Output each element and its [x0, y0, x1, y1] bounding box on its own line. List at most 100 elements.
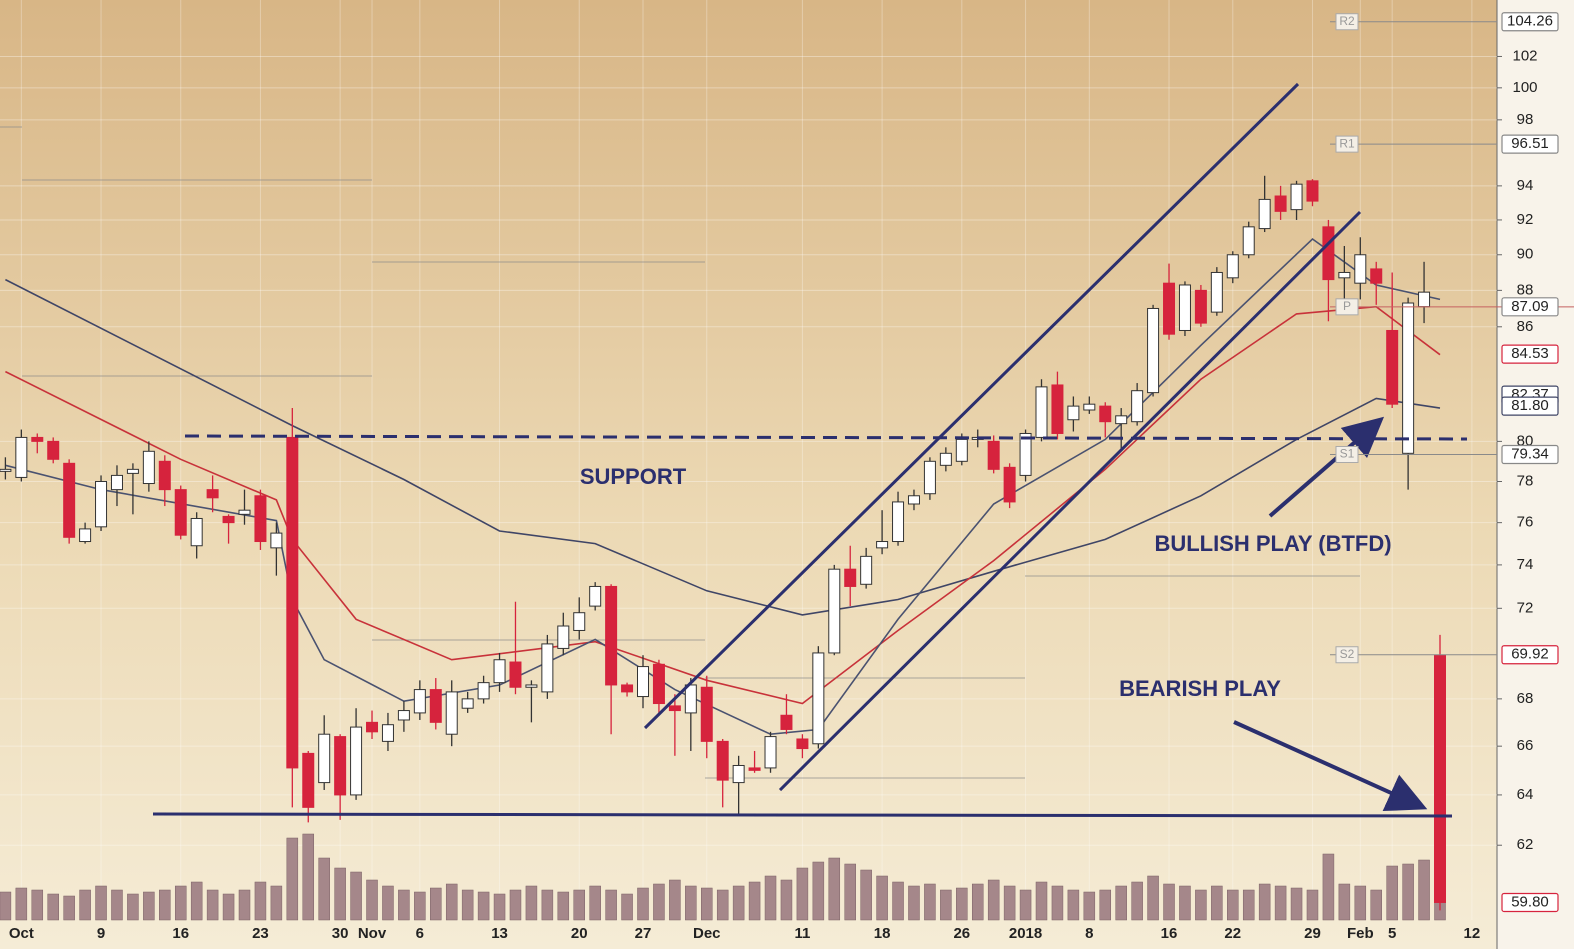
y-tick-label: 98 [1517, 111, 1534, 128]
candle-body [158, 460, 171, 491]
candle-body [190, 517, 203, 547]
plot-background [0, 0, 1497, 949]
volume-bar [605, 889, 617, 921]
candle-body [923, 460, 936, 495]
y-tick-label: 86 [1517, 318, 1534, 335]
bullish-arrow [1268, 416, 1385, 518]
volume-bar [1147, 875, 1159, 921]
volume-bar [1290, 887, 1303, 921]
x-tick-label: 26 [953, 925, 970, 942]
volume-bar [637, 887, 649, 921]
pivot-label: P [1343, 299, 1351, 313]
volume-bar [1322, 853, 1335, 921]
candle-body [892, 501, 905, 543]
x-tick-label: 27 [635, 925, 652, 942]
candle-body [0, 468, 12, 472]
volume-bar [477, 891, 490, 921]
pivot-box [1335, 298, 1359, 316]
volume-bar [621, 893, 633, 921]
volume-bar [1051, 885, 1064, 921]
price-label: 84.53 [1511, 345, 1549, 362]
candle-body [318, 733, 331, 784]
volume-bar [1163, 883, 1175, 921]
volume-bar [1179, 885, 1191, 921]
volume-bar [270, 885, 283, 921]
price-box [1501, 645, 1559, 665]
volume-bar [1099, 889, 1112, 921]
volume-bar [1211, 885, 1223, 921]
price-label: 79.34 [1511, 445, 1549, 462]
volume-bar [143, 891, 155, 921]
volume-bar [924, 883, 936, 921]
grid [0, 0, 1497, 920]
price-label: 104.26 [1507, 13, 1553, 30]
x-tick-label: 5 [1388, 925, 1396, 942]
candle-body [302, 752, 315, 808]
volume-bar [796, 867, 809, 921]
volume-bar [940, 889, 952, 921]
volume-bar [398, 889, 410, 921]
volume-bar [286, 837, 299, 921]
volume-bar [987, 879, 1000, 921]
price-box [1501, 396, 1559, 416]
volume-bar [15, 887, 28, 921]
candle-body [1115, 415, 1128, 425]
volume-bar [1242, 889, 1255, 921]
volume-bar [190, 881, 203, 921]
volume-bar [876, 875, 888, 921]
volume-bar [860, 869, 872, 921]
bearish-arrow [1233, 720, 1428, 812]
candle-body [700, 686, 713, 742]
channel-upper [643, 82, 1300, 730]
x-tick-label: 16 [1161, 925, 1178, 942]
volume-bar [31, 889, 44, 921]
price-box [1501, 12, 1559, 32]
candle-body [1322, 226, 1335, 281]
volume-bar [1227, 889, 1239, 921]
candle-body [1242, 226, 1255, 256]
y-tick-label: 94 [1517, 177, 1534, 194]
candle-body [413, 689, 426, 714]
candle-body [525, 684, 538, 688]
x-tick-label: Feb [1347, 925, 1374, 942]
volume-bar [685, 885, 697, 921]
y-tick-label: 90 [1517, 246, 1534, 263]
annotation: BEARISH PLAY [1119, 676, 1281, 701]
volume-bar [1115, 885, 1127, 921]
candle-body [79, 528, 92, 543]
volume-bar [828, 857, 841, 921]
drawings [152, 82, 1468, 818]
volume-bar [111, 889, 123, 921]
candle-body [860, 555, 873, 585]
candle-body [955, 438, 968, 462]
pivot-label: S2 [1340, 647, 1355, 661]
price-label: 69.92 [1511, 646, 1549, 663]
candle-body [1274, 195, 1287, 212]
candle-body [589, 585, 602, 607]
price-label: 87.09 [1511, 298, 1549, 315]
candle-body [1354, 254, 1367, 284]
candle-body [876, 541, 889, 549]
candle-body [254, 495, 267, 543]
y-tick-label: 92 [1517, 211, 1534, 228]
y-tick-label: 62 [1517, 836, 1534, 853]
candle-body [126, 468, 139, 474]
volume-bar [47, 893, 59, 921]
volume-bar [127, 893, 139, 921]
volume-bar [350, 871, 362, 921]
candle-body [1035, 386, 1048, 438]
price-box [1501, 134, 1559, 154]
volume-bar [445, 883, 458, 921]
candle-body [1163, 282, 1176, 335]
channel-lower [778, 210, 1362, 792]
old-pivot-levels [0, 126, 1360, 779]
candle-body [1434, 654, 1446, 903]
volume-bar [716, 889, 729, 921]
candle-body [206, 489, 219, 499]
candle-body [238, 509, 251, 515]
volume-bar [653, 883, 665, 921]
candle-body [1051, 384, 1064, 434]
annotation: BULLISH PLAY (BTFD) [1154, 531, 1391, 556]
